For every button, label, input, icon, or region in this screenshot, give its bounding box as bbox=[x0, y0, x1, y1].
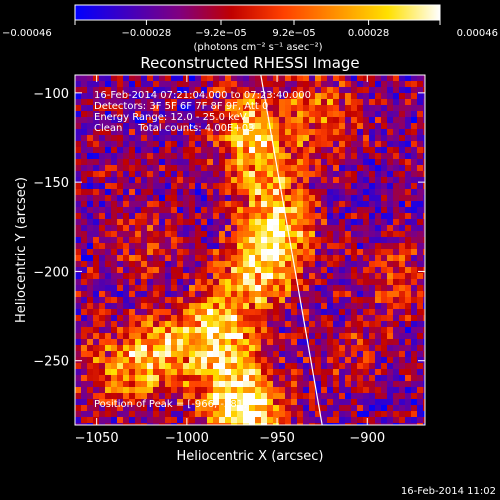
annotation-clean-counts: Clean Total counts: 4.00E+03 bbox=[94, 123, 254, 134]
colorbar-tick-label: 9.2e−05 bbox=[272, 28, 315, 39]
x-axis-label: Heliocentric X (arcsec) bbox=[177, 449, 324, 464]
x-tick-label: −900 bbox=[349, 431, 385, 446]
peak-position-label: Position of Peak = [-966, -281] bbox=[94, 399, 247, 410]
colorbar-strip bbox=[74, 4, 441, 21]
x-axis: −1050 −1000 −950 −900 bbox=[75, 75, 385, 446]
plot-frame bbox=[74, 74, 426, 426]
x-tick-label: −950 bbox=[259, 431, 295, 446]
colorbar: −0.00046 −0.00028 −9.2e−05 9.2e−05 0.00028 0.… bbox=[2, 4, 498, 53]
colorbar-tick-label: −0.00046 bbox=[2, 28, 52, 39]
chart-title: Reconstructed RHESSI Image bbox=[140, 54, 359, 72]
colorbar-ticks: −0.00046 −0.00028 −9.2e−05 9.2e−05 0.00028 0.… bbox=[2, 20, 498, 39]
y-tick-label: −250 bbox=[33, 355, 69, 370]
annotation-block: 16-Feb-2014 07:21:04.000 to 07:23:40.000… bbox=[94, 90, 311, 410]
solar-limb-line bbox=[260, 75, 323, 425]
y-tick-label: −150 bbox=[33, 176, 69, 191]
colorbar-unit-label: (photons cm⁻² s⁻¹ asec⁻²) bbox=[193, 42, 322, 53]
y-tick-label: −100 bbox=[33, 87, 69, 102]
annotation-energy-range: Energy Range: 12.0 - 25.0 keV bbox=[94, 112, 247, 123]
y-axis-label: Heliocentric Y (arcsec) bbox=[14, 177, 29, 323]
x-tick-label: −1000 bbox=[165, 431, 209, 446]
colorbar-tick-label: −9.2e−05 bbox=[195, 28, 247, 39]
colorbar-tick-label: 0.00028 bbox=[348, 28, 389, 39]
footer-timestamp: 16-Feb-2014 11:02 bbox=[401, 486, 496, 497]
colorbar-tick-label: −0.00028 bbox=[122, 28, 172, 39]
x-tick-label: −1050 bbox=[75, 431, 119, 446]
heatmap-image bbox=[75, 75, 425, 425]
colorbar-tick-label: 0.00046 bbox=[457, 28, 498, 39]
y-axis: −100 −150 −200 −250 bbox=[33, 87, 425, 370]
annotation-detectors: Detectors: 3F 5F 6F 7F 8F 9F, Att 0 bbox=[94, 101, 268, 112]
y-tick-label: −200 bbox=[33, 265, 69, 280]
annotation-time-range: 16-Feb-2014 07:21:04.000 to 07:23:40.000 bbox=[94, 90, 311, 101]
